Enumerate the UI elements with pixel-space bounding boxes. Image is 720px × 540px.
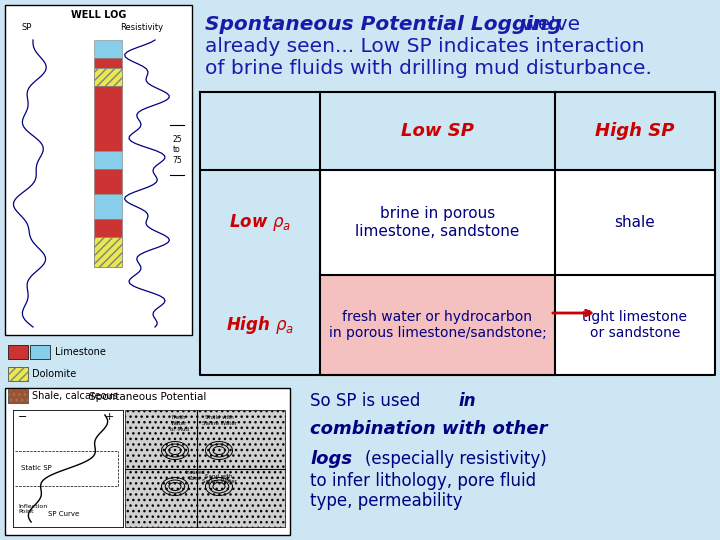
Bar: [94, 219, 122, 237]
Bar: [200, 275, 320, 375]
Bar: [8, 345, 28, 359]
Text: WELL LOG: WELL LOG: [71, 10, 126, 20]
Bar: [8, 367, 28, 381]
Text: Low $\rho_a$: Low $\rho_a$: [229, 212, 291, 233]
Text: combination with other: combination with other: [310, 420, 547, 438]
Text: already seen... Low SP indicates interaction: already seen... Low SP indicates interac…: [205, 37, 644, 56]
Text: of brine fluids with drilling mud disturbance.: of brine fluids with drilling mud distur…: [205, 59, 652, 78]
Text: to infer lithology, pore fluid: to infer lithology, pore fluid: [310, 472, 536, 490]
Bar: [94, 151, 122, 169]
Bar: [94, 86, 122, 151]
Text: brine in porous
limestone, sandstone: brine in porous limestone, sandstone: [355, 206, 520, 239]
Text: Inflection
Point: Inflection Point: [18, 504, 48, 515]
Text: +: +: [105, 412, 114, 422]
Bar: [200, 92, 715, 170]
Text: Shale, calcareous: Shale, calcareous: [32, 391, 118, 401]
Bar: [94, 40, 122, 58]
Text: −: −: [18, 412, 27, 422]
Text: Low SP: Low SP: [401, 122, 474, 140]
Bar: [94, 68, 122, 86]
Bar: [8, 367, 28, 381]
Text: Invaded
Zone: Invaded Zone: [185, 470, 205, 481]
Bar: [94, 237, 122, 267]
Text: in: in: [458, 392, 476, 410]
Text: SP Curve: SP Curve: [48, 511, 79, 517]
Bar: [555, 275, 715, 375]
Bar: [5, 5, 192, 335]
Bar: [94, 169, 122, 194]
Text: Spontaneous Potential Logging: Spontaneous Potential Logging: [205, 15, 562, 34]
Bar: [125, 410, 285, 527]
Text: shale: shale: [615, 215, 655, 230]
Text: Fresh
Water
or Mud: Fresh Water or Mud: [169, 415, 189, 431]
Text: Shale with
Saline Water: Shale with Saline Water: [202, 415, 236, 426]
Text: High $\rho_a$: High $\rho_a$: [226, 314, 294, 336]
Bar: [94, 194, 122, 219]
Text: Resistivity: Resistivity: [120, 23, 163, 32]
Text: tight limestone
or sandstone: tight limestone or sandstone: [582, 310, 688, 340]
Text: So SP is used: So SP is used: [310, 392, 426, 410]
Bar: [94, 237, 122, 267]
Bar: [320, 275, 555, 375]
Bar: [5, 388, 290, 535]
Text: 25
to
75: 25 to 75: [172, 135, 182, 165]
Bar: [320, 170, 715, 275]
Bar: [94, 58, 122, 68]
Text: Limestone: Limestone: [55, 347, 106, 357]
Bar: [8, 389, 28, 403]
Bar: [8, 389, 28, 403]
Text: High SP: High SP: [595, 122, 675, 140]
Text: type, permeability: type, permeability: [310, 492, 462, 510]
Bar: [94, 68, 122, 86]
Text: logs: logs: [310, 450, 352, 468]
Text: we've: we've: [515, 15, 580, 34]
Text: Sand with
Saline Water: Sand with Saline Water: [202, 474, 236, 484]
Text: Dolomite: Dolomite: [32, 369, 76, 379]
Bar: [200, 170, 320, 275]
Text: Spontaneous Potential: Spontaneous Potential: [89, 392, 206, 402]
Text: (especially resistivity): (especially resistivity): [365, 450, 546, 468]
Text: SP: SP: [22, 23, 32, 32]
Text: fresh water or hydrocarbon
in porous limestone/sandstone;: fresh water or hydrocarbon in porous lim…: [328, 310, 546, 340]
Bar: [30, 345, 50, 359]
Text: Static SP: Static SP: [21, 465, 52, 471]
